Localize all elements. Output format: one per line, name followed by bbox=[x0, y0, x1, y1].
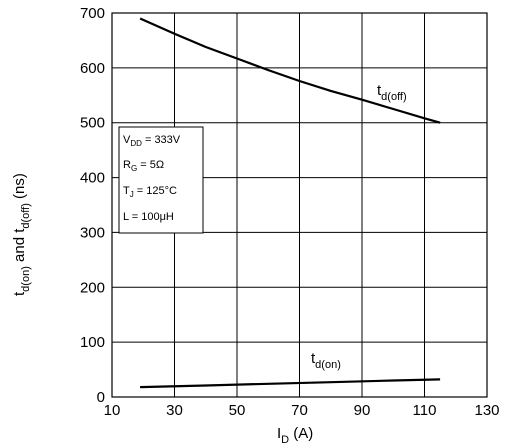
y-tick-label: 0 bbox=[97, 389, 105, 406]
y-axis-label: td(on) and td(off) (ns) bbox=[11, 173, 32, 296]
y-tick-labels: 0 100 200 300 400 500 600 700 bbox=[80, 5, 105, 406]
x-tick-labels: 10 30 50 70 90 110 130 bbox=[104, 402, 500, 419]
x-tick-label: 110 bbox=[413, 402, 437, 419]
x-tick-label: 130 bbox=[474, 402, 499, 419]
y-tick-label: 600 bbox=[80, 60, 105, 77]
y-tick-label: 300 bbox=[80, 224, 105, 241]
x-tick-label: 90 bbox=[354, 402, 371, 419]
y-tick-label: 100 bbox=[80, 334, 105, 351]
series-label-t-d-on: td(on) bbox=[311, 350, 341, 371]
x-tick-label: 70 bbox=[291, 402, 308, 419]
y-tick-label: 500 bbox=[80, 115, 105, 132]
condition-tj: TJ = 125°C bbox=[123, 185, 177, 199]
x-tick-label: 30 bbox=[166, 402, 183, 419]
x-tick-label: 50 bbox=[229, 402, 246, 419]
x-tick-label: 10 bbox=[104, 402, 121, 419]
series-lines bbox=[139, 17, 441, 389]
condition-vdd: VDD = 333V bbox=[123, 134, 181, 148]
series-label-t-d-off: td(off) bbox=[377, 82, 407, 103]
condition-l: L = 100μH bbox=[123, 211, 174, 223]
y-tick-label: 200 bbox=[80, 279, 105, 296]
y-tick-label: 700 bbox=[80, 5, 105, 22]
condition-rg: RG = 5Ω bbox=[123, 159, 164, 173]
plot-frame bbox=[111, 12, 488, 398]
conditions-box bbox=[118, 126, 204, 234]
series-line-t-d-off bbox=[139, 17, 441, 124]
y-tick-label: 400 bbox=[80, 170, 105, 187]
x-axis-label: ID (A) bbox=[277, 425, 313, 446]
series-line-t-d-on bbox=[140, 378, 441, 389]
